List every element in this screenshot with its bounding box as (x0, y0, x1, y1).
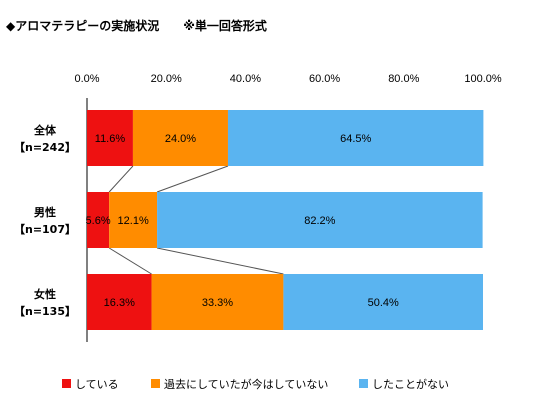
value-label: 50.4% (368, 297, 399, 309)
legend-swatch (359, 379, 368, 388)
value-label: 5.6% (86, 215, 111, 227)
value-label: 82.2% (304, 215, 335, 227)
legend-label: している (75, 378, 119, 391)
category-label: 全体 (33, 123, 57, 137)
bar-segment (87, 110, 133, 166)
bar-segment (157, 192, 483, 248)
bar-segment (87, 274, 152, 330)
value-label: 33.3% (202, 297, 233, 309)
value-label: 12.1% (118, 215, 149, 227)
x-tick-label: 80.0% (388, 73, 419, 85)
value-label: 16.3% (104, 297, 135, 309)
x-tick-label: 40.0% (230, 73, 261, 85)
value-label: 64.5% (340, 133, 371, 145)
series-connector-line (108, 247, 152, 275)
legend-label: したことがない (372, 377, 449, 391)
legend-swatch (151, 379, 160, 388)
x-tick-label: 60.0% (309, 73, 340, 85)
legend-swatch (62, 379, 71, 388)
value-label: 11.6% (95, 133, 126, 145)
series-connector-line (108, 165, 134, 193)
category-n-label: 【n=107】 (14, 223, 76, 236)
x-tick-label: 0.0% (74, 73, 99, 85)
bar-segment (109, 192, 158, 248)
bar-segment (87, 192, 110, 248)
category-n-label: 【n=242】 (14, 141, 76, 154)
series-connector-line (156, 247, 284, 275)
bar-segment (283, 274, 483, 330)
x-tick-label: 100.0% (464, 73, 502, 85)
value-label: 24.0% (165, 133, 196, 145)
bar-segment (227, 110, 484, 166)
legend-label: 過去にしていたが今はしていない (164, 377, 328, 391)
category-label: 女性 (34, 287, 56, 301)
x-tick-label: 20.0% (151, 73, 182, 85)
bar-segment (151, 274, 284, 330)
category-label: 男性 (34, 205, 56, 219)
series-connector-line (156, 165, 229, 193)
category-n-label: 【n=135】 (14, 305, 76, 318)
chart-title: ◆アロマテラピーの実施状況 ※単一回答形式 (6, 18, 267, 33)
bar-segment (132, 110, 228, 166)
